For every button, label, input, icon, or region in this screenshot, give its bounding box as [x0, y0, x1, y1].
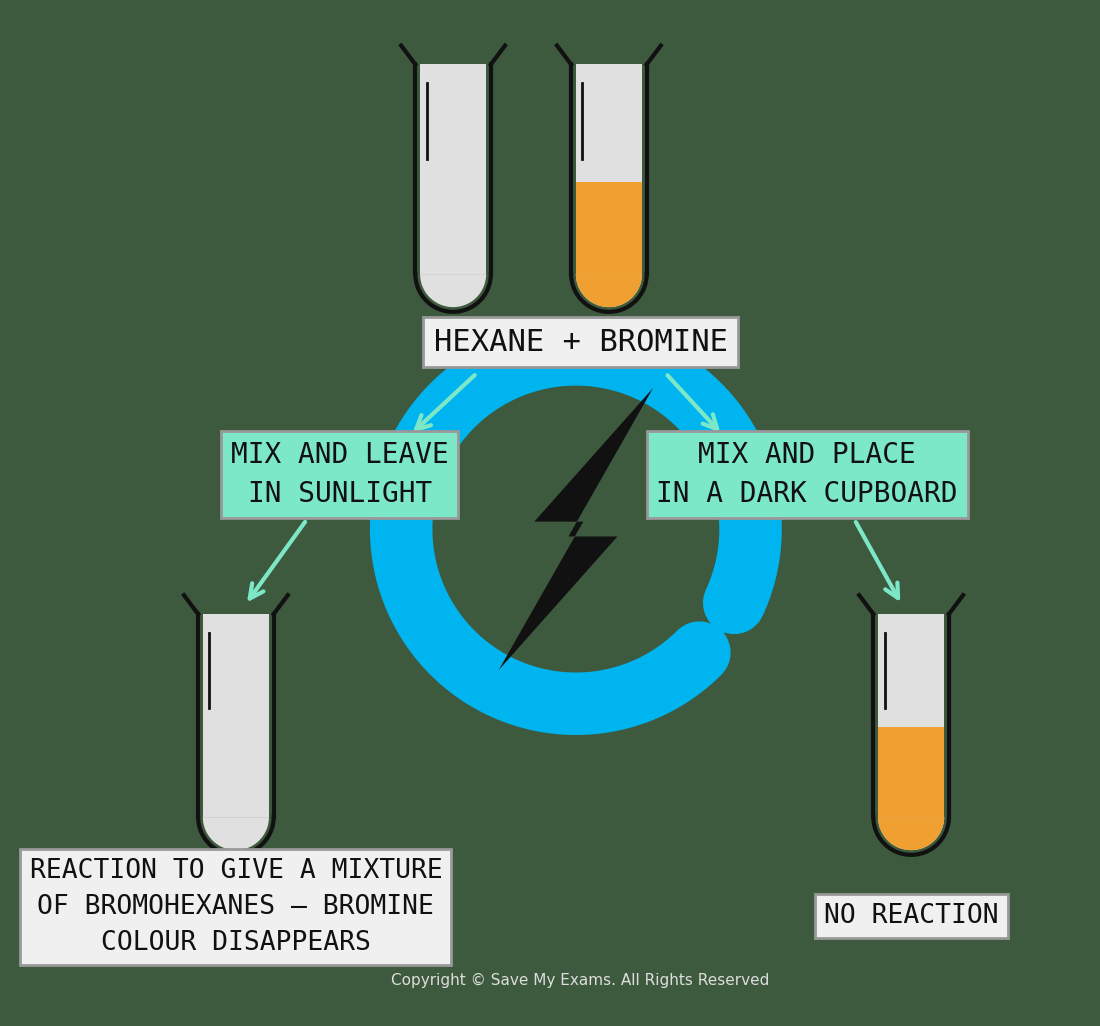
Text: Copyright © Save My Exams. All Rights Reserved: Copyright © Save My Exams. All Rights Re… [392, 973, 770, 988]
Polygon shape [878, 817, 944, 851]
Polygon shape [420, 65, 486, 274]
Text: MIX AND PLACE
IN A DARK CUPBOARD: MIX AND PLACE IN A DARK CUPBOARD [657, 441, 958, 508]
Polygon shape [878, 614, 944, 817]
Polygon shape [576, 274, 642, 307]
Polygon shape [878, 817, 944, 851]
Polygon shape [576, 274, 642, 307]
Text: NO REACTION: NO REACTION [824, 903, 999, 930]
Polygon shape [420, 274, 486, 307]
Polygon shape [716, 596, 752, 634]
Text: MIX AND LEAVE
IN SUNLIGHT: MIX AND LEAVE IN SUNLIGHT [231, 441, 449, 508]
Polygon shape [498, 388, 653, 670]
Text: HEXANE + BROMINE: HEXANE + BROMINE [433, 327, 727, 357]
Polygon shape [576, 182, 642, 274]
Text: REACTION TO GIVE A MIXTURE
OF BROMOHEXANES – BROMINE
COLOUR DISAPPEARS: REACTION TO GIVE A MIXTURE OF BROMOHEXAN… [30, 858, 442, 956]
Polygon shape [576, 65, 642, 274]
Polygon shape [878, 727, 944, 817]
Polygon shape [202, 817, 268, 851]
Polygon shape [202, 614, 268, 817]
